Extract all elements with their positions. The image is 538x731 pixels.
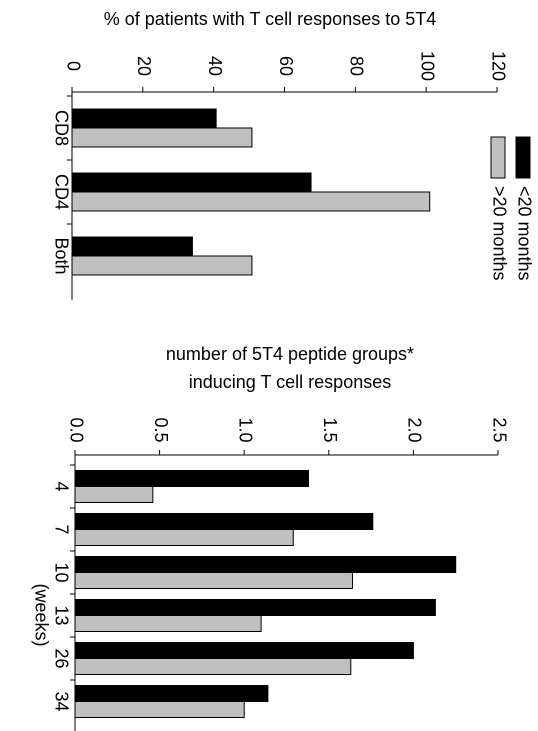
x-tick-label: 20 (134, 56, 154, 76)
bar (74, 701, 245, 718)
category-label: 10 (51, 562, 71, 582)
x-tick-label: 40 (205, 56, 225, 76)
x-tick-label: 60 (276, 56, 296, 76)
chart-title: number of 5T4 peptide groups* (166, 344, 414, 364)
category-label: Both (51, 237, 71, 274)
category-label: CD8 (51, 110, 71, 146)
x-tick-label: 0 (63, 61, 83, 71)
category-label: 26 (51, 648, 71, 668)
bar (74, 513, 374, 530)
legend-swatch (490, 136, 506, 179)
legend-label: <20 months (514, 186, 534, 281)
category-label: 13 (51, 605, 71, 625)
category-label: 4 (51, 481, 71, 491)
x-tick-label: 2.5 (489, 417, 509, 442)
bar (71, 127, 253, 148)
bar (74, 572, 353, 589)
x-tick-label: 1.5 (320, 417, 340, 442)
legend-label: >20 months (489, 186, 509, 281)
bar (71, 172, 312, 193)
x-tick-label: 0.5 (151, 417, 171, 442)
bar (71, 108, 217, 129)
bar (74, 599, 436, 616)
category-label: CD4 (51, 174, 71, 210)
bar (74, 486, 154, 503)
x-tick-label: 1.0 (235, 417, 255, 442)
bar (74, 470, 309, 487)
category-label: 7 (51, 524, 71, 534)
category-axis-label: (weeks) (31, 583, 51, 646)
bar (74, 615, 262, 632)
category-label: 34 (51, 691, 71, 711)
chart-title: inducing T cell responses (189, 372, 391, 392)
x-tick-label: 100 (417, 51, 437, 81)
bar (71, 236, 193, 257)
bar (74, 556, 457, 573)
chart-title: % of patients with T cell responses to 5… (104, 9, 437, 29)
bar (71, 191, 431, 212)
x-tick-label: 2.0 (405, 417, 425, 442)
x-tick-label: 0.0 (66, 417, 86, 442)
bar (74, 685, 269, 702)
x-tick-label: 80 (347, 56, 367, 76)
bar (74, 529, 294, 546)
bar (71, 255, 253, 276)
bar (74, 658, 352, 675)
legend-swatch (515, 136, 531, 179)
bar (74, 642, 414, 659)
x-tick-label: 120 (488, 51, 508, 81)
